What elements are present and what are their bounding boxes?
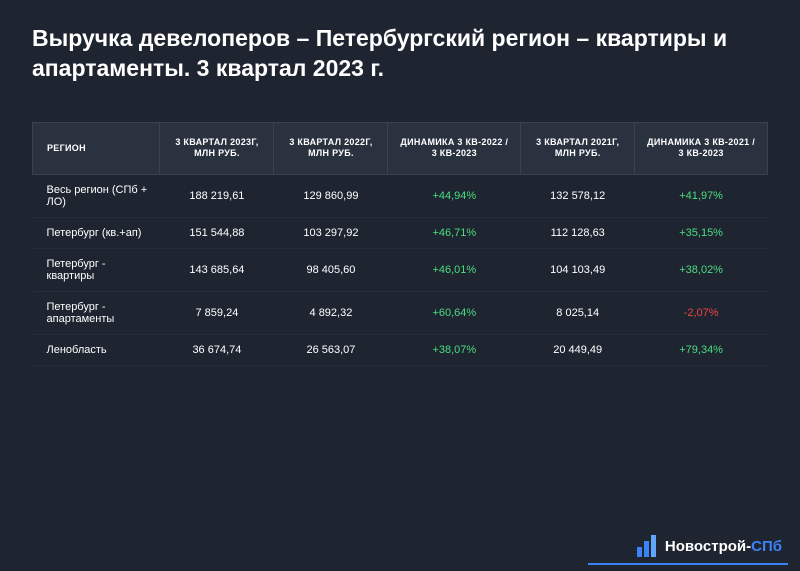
cell-q2023: 143 685,64	[160, 249, 274, 292]
table-row: Петербург (кв.+ап)151 544,88103 297,92+4…	[33, 218, 768, 249]
cell-region: Петербург - квартиры	[33, 249, 160, 292]
revenue-table: РЕГИОН 3 КВАРТАЛ 2023Г, МЛН РУБ. 3 КВАРТ…	[32, 122, 768, 366]
cell-dyn22: +46,01%	[388, 249, 521, 292]
cell-q2022: 26 563,07	[274, 335, 388, 366]
cell-region: Ленобласть	[33, 335, 160, 366]
cell-dyn22: +46,71%	[388, 218, 521, 249]
brand-text-main: Новострой-	[665, 538, 751, 555]
buildings-icon	[637, 535, 659, 557]
col-dyn22: ДИНАМИКА 3 КВ-2022 / 3 КВ-2023	[388, 122, 521, 174]
cell-dyn21: +41,97%	[635, 175, 768, 218]
table-row: Ленобласть36 674,7426 563,07+38,07%20 44…	[33, 335, 768, 366]
cell-dyn21: -2,07%	[635, 292, 768, 335]
cell-q2023: 36 674,74	[160, 335, 274, 366]
cell-dyn22: +44,94%	[388, 175, 521, 218]
cell-dyn21: +35,15%	[635, 218, 768, 249]
cell-q2023: 7 859,24	[160, 292, 274, 335]
brand-underline	[588, 563, 788, 565]
page-title: Выручка девелоперов – Петербургский реги…	[0, 0, 800, 92]
cell-q2023: 188 219,61	[160, 175, 274, 218]
cell-q2022: 4 892,32	[274, 292, 388, 335]
cell-q2021: 132 578,12	[521, 175, 635, 218]
table-row: Весь регион (СПб + ЛО)188 219,61129 860,…	[33, 175, 768, 218]
brand-text-accent: СПб	[751, 538, 782, 555]
revenue-table-wrap: РЕГИОН 3 КВАРТАЛ 2023Г, МЛН РУБ. 3 КВАРТ…	[0, 92, 800, 366]
col-region: РЕГИОН	[33, 122, 160, 174]
col-q2021: 3 КВАРТАЛ 2021Г, МЛН РУБ.	[521, 122, 635, 174]
table-row: Петербург - квартиры143 685,6498 405,60+…	[33, 249, 768, 292]
cell-region: Петербург (кв.+ап)	[33, 218, 160, 249]
cell-region: Петербург - апартаменты	[33, 292, 160, 335]
cell-q2022: 103 297,92	[274, 218, 388, 249]
cell-q2021: 104 103,49	[521, 249, 635, 292]
cell-q2021: 8 025,14	[521, 292, 635, 335]
cell-q2022: 98 405,60	[274, 249, 388, 292]
cell-q2021: 20 449,49	[521, 335, 635, 366]
table-header-row: РЕГИОН 3 КВАРТАЛ 2023Г, МЛН РУБ. 3 КВАРТ…	[33, 122, 768, 174]
table-row: Петербург - апартаменты7 859,244 892,32+…	[33, 292, 768, 335]
col-q2023: 3 КВАРТАЛ 2023Г, МЛН РУБ.	[160, 122, 274, 174]
col-q2022: 3 КВАРТАЛ 2022Г, МЛН РУБ.	[274, 122, 388, 174]
cell-q2022: 129 860,99	[274, 175, 388, 218]
cell-dyn22: +38,07%	[388, 335, 521, 366]
cell-region: Весь регион (СПб + ЛО)	[33, 175, 160, 218]
col-dyn21: ДИНАМИКА 3 КВ-2021 / 3 КВ-2023	[635, 122, 768, 174]
table-body: Весь регион (СПб + ЛО)188 219,61129 860,…	[33, 175, 768, 366]
brand-logo: Новострой-СПб	[637, 535, 782, 557]
brand-text: Новострой-СПб	[665, 538, 782, 555]
cell-dyn21: +79,34%	[635, 335, 768, 366]
cell-dyn21: +38,02%	[635, 249, 768, 292]
cell-q2023: 151 544,88	[160, 218, 274, 249]
cell-q2021: 112 128,63	[521, 218, 635, 249]
cell-dyn22: +60,64%	[388, 292, 521, 335]
